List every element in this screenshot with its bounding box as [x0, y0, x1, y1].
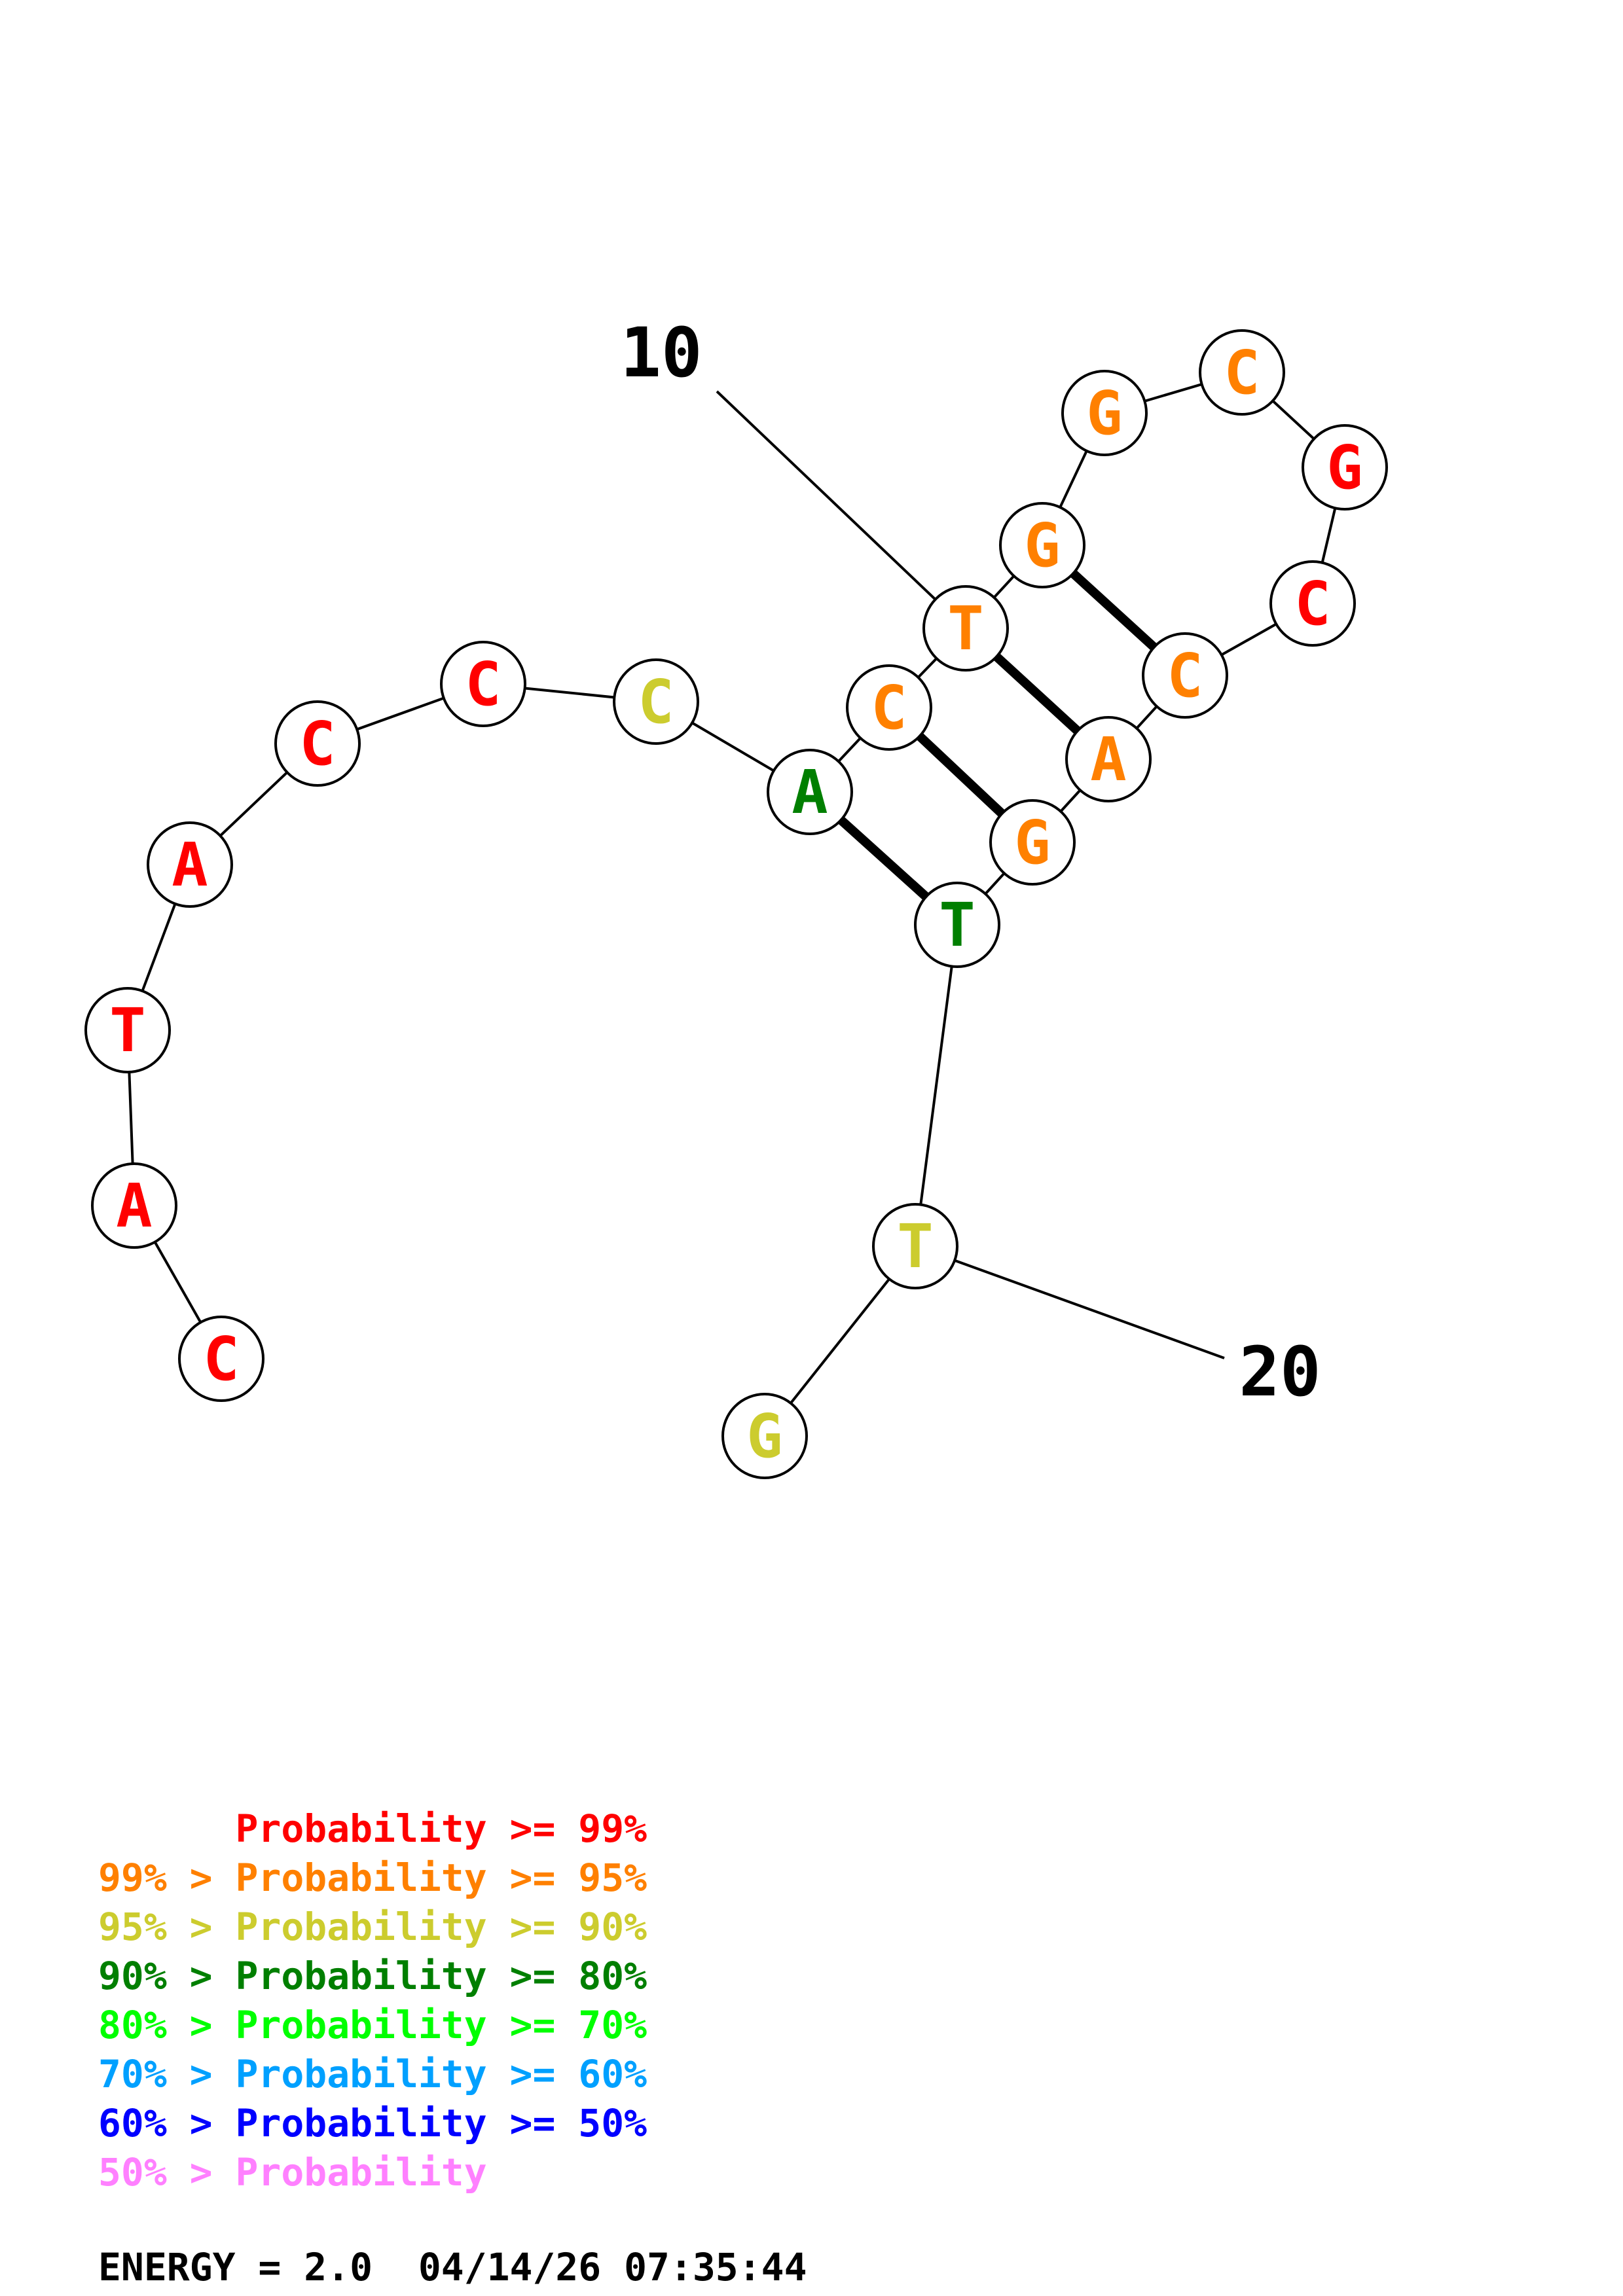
nucleotide-letter: T [947, 594, 983, 664]
nucleotide-circle [1142, 632, 1228, 719]
nucleotide-node: T [922, 585, 1009, 672]
nucleotide-letter: T [939, 890, 975, 960]
nucleotide-node: A [91, 1162, 177, 1249]
nucleotide-circle [767, 749, 853, 835]
nucleotide-letter: C [299, 709, 335, 779]
nucleotide-letter: G [1014, 808, 1050, 878]
nucleotide-node: G [721, 1393, 808, 1479]
nucleotide-letter: C [465, 649, 501, 719]
nucleotide-circle [721, 1393, 808, 1479]
nucleotide-letter: C [1224, 338, 1260, 408]
index-label: 10 [620, 313, 702, 393]
index-labels: 10 20 [620, 313, 1321, 1412]
nucleotide-letter: C [871, 673, 907, 743]
nucleotide-letter: G [1326, 433, 1362, 503]
nucleotide-node: G [1061, 370, 1148, 456]
nucleotide-node: C [178, 1316, 264, 1402]
nucleotide-letter: A [1090, 725, 1126, 795]
nucleotide-node: C [1142, 632, 1228, 719]
nucleotide-letter: C [1167, 641, 1203, 711]
nucleotide-circle [1302, 424, 1388, 511]
nucleotide-node: C [1199, 329, 1285, 416]
nucleotide-letter: G [746, 1401, 782, 1471]
nucleotide-circle [1065, 716, 1152, 802]
nucleotide-circle [274, 700, 361, 787]
nucleotide-circle [91, 1162, 177, 1249]
legend-entry: 80% > Probability >= 70% [98, 2003, 647, 2047]
nucleotide-node: A [1065, 716, 1152, 802]
index-leader-line [915, 1245, 1225, 1359]
nucleotide-circle [846, 664, 932, 751]
nucleotide-letter: C [1294, 569, 1330, 639]
nucleotide-node: G [989, 799, 1076, 886]
nucleotide-circle [922, 585, 1009, 672]
energy-footer: ENERGY = 2.0 04/14/26 07:35:44 [98, 2245, 807, 2289]
legend-entry: 70% > Probability >= 60% [98, 2052, 647, 2096]
nucleotide-circle [989, 799, 1076, 886]
legend-entry: 90% > Probability >= 80% [98, 1954, 647, 1998]
nucleotide-circle [914, 882, 1000, 968]
nucleotide-letter: A [172, 830, 208, 900]
nucleotide-circle [999, 502, 1085, 588]
nucleotide-letter: G [1086, 378, 1122, 448]
nucleotide-circle [1061, 370, 1148, 456]
nucleotide-node: C [1269, 560, 1356, 647]
nucleotide-node: A [147, 821, 233, 908]
legend-entry: 50% > Probability [98, 2150, 487, 2195]
nucleotide-letter: C [638, 667, 674, 737]
nucleotide-node: C [440, 641, 526, 727]
nucleotide-circle [178, 1316, 264, 1402]
nucleotide-circle [613, 658, 699, 745]
nucleotide-node: G [999, 502, 1085, 588]
legend-entry: Probability >= 99% [98, 1806, 647, 1851]
nucleotide-circle [872, 1203, 958, 1289]
nucleotide-letter: T [897, 1211, 933, 1282]
nucleotide-node: G [1302, 424, 1388, 511]
legend-entry: 99% > Probability >= 95% [98, 1856, 647, 1900]
nucleotide-node: C [846, 664, 932, 751]
nucleotide-circle [84, 987, 171, 1073]
legend-entry: 95% > Probability >= 90% [98, 1905, 647, 1949]
nucleotide-letter: C [203, 1324, 239, 1394]
index-label: 20 [1239, 1332, 1321, 1412]
nucleotide-circle [1269, 560, 1356, 647]
nucleotide-circle [147, 821, 233, 908]
backbone-link [914, 924, 958, 1247]
nucleotide-node: T [914, 882, 1000, 968]
nucleotide-letter: A [792, 757, 828, 827]
nucleotide-circle [440, 641, 526, 727]
nucleotide-node: C [613, 658, 699, 745]
legend-entry: 60% > Probability >= 50% [98, 2101, 647, 2145]
index-leader-line [716, 390, 967, 630]
nucleotide-node: T [84, 987, 171, 1073]
nucleotide-letter: A [116, 1171, 152, 1241]
nucleotide-node: T [872, 1203, 958, 1289]
backbone-links [126, 371, 1346, 1437]
nucleotide-circle [1199, 329, 1285, 416]
nucleotide-letter: T [109, 996, 145, 1066]
nucleotide-letter: G [1024, 511, 1060, 581]
nucleotide-node: C [274, 700, 361, 787]
nucleotide-node: A [767, 749, 853, 835]
